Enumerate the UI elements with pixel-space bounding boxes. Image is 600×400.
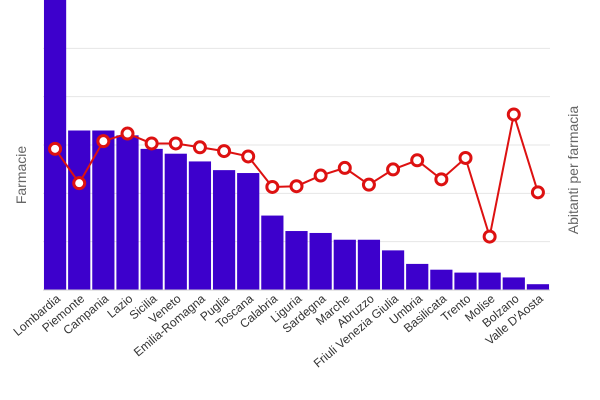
y-axis-right-title: Abitanti per farmacia — [565, 106, 581, 235]
bar-basilicata — [430, 269, 453, 290]
point-campania — [96, 134, 111, 149]
bar-veneto — [164, 153, 187, 290]
point-valle-d-aosta — [530, 185, 545, 200]
bar-lazio — [116, 135, 139, 290]
point-friuli-venezia-giulia — [386, 162, 401, 177]
bar-valle-d-aosta — [526, 284, 550, 290]
bar-trento — [454, 272, 477, 290]
bar-toscana — [237, 173, 260, 290]
point-lazio — [120, 126, 135, 141]
point-piemonte — [72, 176, 87, 191]
bar-umbria — [406, 263, 429, 290]
point-molise — [482, 229, 497, 244]
point-sicilia — [144, 136, 159, 151]
bar-friuli-venezia-giulia — [381, 250, 405, 290]
point-marche — [337, 160, 352, 175]
point-abruzzo — [361, 177, 376, 192]
bar-campania — [92, 130, 115, 290]
point-calabria — [265, 179, 280, 194]
bar-bolzano — [502, 277, 525, 290]
point-lombardia — [48, 141, 63, 156]
bar-molise — [478, 272, 501, 290]
line-series — [48, 107, 545, 244]
point-umbria — [410, 153, 425, 168]
point-toscana — [241, 149, 256, 164]
bar-sardegna — [309, 232, 332, 290]
point-basilicata — [434, 172, 449, 187]
y-axis-left-title: Farmacie — [13, 146, 29, 205]
x-tick-labels: LombardiaPiemonteCampaniaLazioSiciliaVen… — [11, 291, 547, 370]
bar-sicilia — [140, 148, 163, 290]
bar-piemonte — [68, 130, 91, 290]
bar-abruzzo — [357, 239, 381, 290]
bar-marche — [333, 239, 356, 290]
point-sardegna — [313, 168, 328, 183]
bar-emilia-romagna — [188, 161, 212, 290]
point-trento — [458, 150, 473, 165]
bar-calabria — [261, 215, 284, 290]
bar-liguria — [285, 231, 308, 290]
point-emilia-romagna — [192, 140, 207, 155]
point-veneto — [168, 136, 183, 151]
bar-puglia — [212, 170, 236, 290]
point-puglia — [217, 144, 232, 159]
point-bolzano — [506, 107, 521, 122]
point-liguria — [289, 179, 304, 194]
